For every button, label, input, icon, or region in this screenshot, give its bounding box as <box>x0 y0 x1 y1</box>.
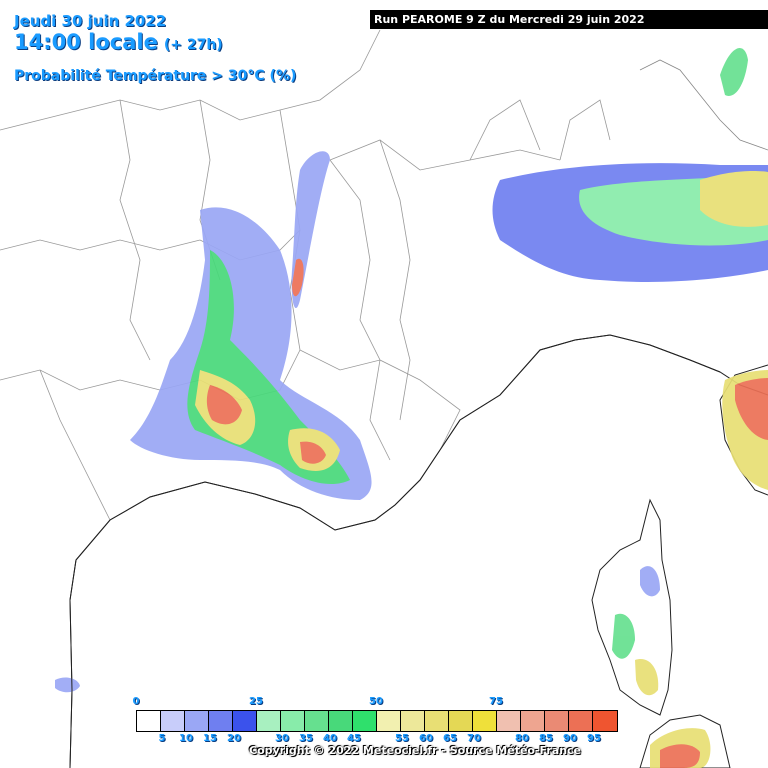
legend-tick-bottom: 80 <box>515 733 529 744</box>
legend-tick-bottom: 40 <box>323 733 337 744</box>
legend-swatch <box>401 711 425 731</box>
forecast-date: Jeudi 30 juin 2022 <box>14 12 167 30</box>
legend-tick-bottom: 65 <box>443 733 457 744</box>
legend-swatch <box>449 711 473 731</box>
coastline-italy <box>639 59 768 151</box>
legend-tick-bottom: 95 <box>587 733 601 744</box>
forecast-time: 14:00 locale (+ 27h) <box>14 30 296 57</box>
legend-tick-bottom: 60 <box>419 733 433 744</box>
legend-swatch <box>545 711 569 731</box>
legend-swatch <box>257 711 281 731</box>
title-block: Jeudi 30 juin 2022 14:00 locale (+ 27h) P… <box>14 12 296 85</box>
legend-swatch <box>161 711 185 731</box>
legend-swatch <box>593 711 617 731</box>
region-borders <box>0 29 611 521</box>
legend-tick-top: 25 <box>249 696 263 707</box>
legend-tick-bottom: 10 <box>179 733 193 744</box>
legend-swatch <box>281 711 305 731</box>
forecast-time-text: 14:00 locale <box>14 30 158 54</box>
legend-swatch <box>185 711 209 731</box>
legend-swatch <box>353 711 377 731</box>
legend-tick-bottom: 90 <box>563 733 577 744</box>
legend-swatch <box>137 711 161 731</box>
legend-tick-top: 50 <box>369 696 383 707</box>
legend-tick-top: 0 <box>132 696 140 707</box>
forecast-lead: (+ 27h) <box>163 37 223 53</box>
legend-tick-bottom: 45 <box>347 733 361 744</box>
legend-swatch <box>209 711 233 731</box>
legend-tick-bottom: 20 <box>227 733 241 744</box>
legend-swatch <box>377 711 401 731</box>
legend-swatch <box>305 711 329 731</box>
forecast-parameter: Probabilité Température > 30°C (%) <box>14 68 297 84</box>
legend-swatch <box>521 711 545 731</box>
run-banner: Run PEAROME 9 Z du Mercredi 29 juin 2022 <box>370 10 768 29</box>
coastline-france-overlay <box>69 334 721 768</box>
legend-swatch <box>497 711 521 731</box>
legend-swatch <box>329 711 353 731</box>
legend-tick-bottom: 5 <box>158 733 166 744</box>
legend-tick-bottom: 15 <box>203 733 217 744</box>
copyright-text: Copyright © 2022 Meteociel.fr - Source M… <box>249 744 582 757</box>
italy-coast-east <box>719 364 768 496</box>
legend-swatch <box>473 711 497 731</box>
probability-field <box>55 48 768 768</box>
legend-bar <box>136 710 618 732</box>
legend-swatch <box>233 711 257 731</box>
legend-swatch <box>425 711 449 731</box>
legend-tick-top: 75 <box>489 696 503 707</box>
legend-tick-bottom: 55 <box>395 733 409 744</box>
legend-tick-bottom: 35 <box>299 733 313 744</box>
legend-tick-bottom: 85 <box>539 733 553 744</box>
legend-swatch <box>569 711 593 731</box>
legend-tick-bottom: 70 <box>467 733 481 744</box>
corsica-island <box>591 498 673 716</box>
legend-tick-bottom: 30 <box>275 733 289 744</box>
